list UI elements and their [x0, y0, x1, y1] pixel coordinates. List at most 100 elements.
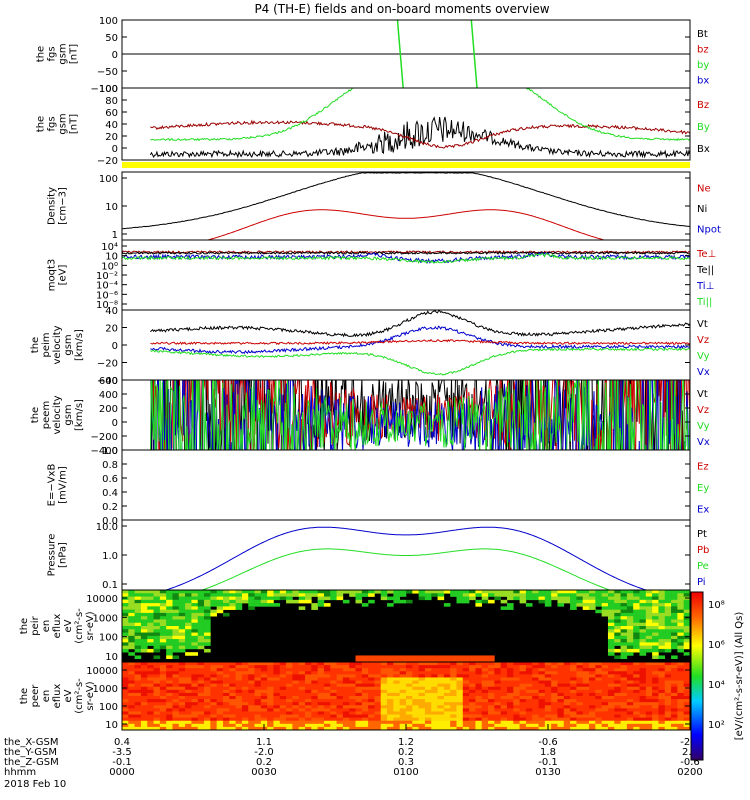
heatmap-cell — [393, 593, 400, 597]
heatmap-cell — [621, 600, 628, 604]
heatmap-cell — [557, 668, 564, 671]
heatmap-cell — [614, 606, 621, 610]
heatmap-cell — [273, 665, 280, 668]
heatmap-cell — [621, 593, 628, 597]
heatmap-cell — [242, 681, 249, 684]
heatmap-cell — [608, 715, 615, 718]
heatmap-cell — [154, 626, 161, 630]
heatmap-cell — [337, 690, 344, 693]
heatmap-cell — [362, 690, 369, 693]
heatmap-cell — [299, 662, 306, 665]
heatmap-cell — [450, 718, 457, 721]
heatmap-cell — [349, 702, 356, 705]
heatmap-cell — [330, 681, 337, 684]
heatmap-cell — [147, 721, 154, 724]
heatmap-cell — [671, 684, 678, 687]
heatmap-cell — [122, 690, 129, 693]
legend-ti: Ti|| — [696, 297, 712, 308]
heatmap-cell — [652, 600, 659, 604]
heatmap-cell — [532, 721, 539, 724]
heatmap-cell — [646, 696, 653, 699]
heatmap-cell — [646, 590, 653, 594]
heatmap-cell — [141, 705, 148, 708]
heatmap-cell — [589, 677, 596, 680]
heatmap-cell — [482, 681, 489, 684]
heatmap-cell — [280, 684, 287, 687]
heatmap-cell — [179, 646, 186, 650]
heatmap-cell — [154, 593, 161, 597]
heatmap-cell — [229, 597, 236, 601]
heatmap-cell — [204, 593, 211, 597]
heatmap-cell — [229, 681, 236, 684]
heatmap-cell — [589, 665, 596, 668]
y-axis-label: sr-eV) — [85, 611, 96, 640]
heatmap-cell — [684, 708, 691, 711]
heatmap-cell — [621, 626, 628, 630]
heatmap-cell — [564, 600, 571, 604]
heatmap-cell — [482, 718, 489, 721]
heatmap-cell — [677, 597, 684, 601]
heatmap-cell — [526, 687, 533, 690]
heatmap-cell — [147, 597, 154, 601]
heatmap-cell — [494, 721, 501, 724]
heatmap-cell — [280, 702, 287, 705]
heatmap-cell — [292, 681, 299, 684]
heatmap-cell — [185, 702, 192, 705]
heatmap-cell — [532, 668, 539, 671]
heatmap-cell — [141, 671, 148, 674]
heatmap-cell — [488, 684, 495, 687]
heatmap-cell — [438, 724, 445, 727]
heatmap-cell — [324, 593, 331, 597]
heatmap-cell — [469, 699, 476, 702]
heatmap-cell — [564, 662, 571, 665]
heatmap-cell — [551, 705, 558, 708]
heatmap-cell — [583, 681, 590, 684]
heatmap-cell — [602, 597, 609, 601]
heatmap-cell — [570, 600, 577, 604]
heatmap-cell — [576, 593, 583, 597]
heatmap-cell — [621, 629, 628, 633]
heatmap-cell — [210, 699, 217, 702]
heatmap-cell — [589, 600, 596, 604]
heatmap-cell — [172, 708, 179, 711]
heatmap-cell — [147, 626, 154, 630]
heatmap-cell — [273, 603, 280, 607]
heatmap-cell — [570, 718, 577, 721]
heatmap-cell — [210, 711, 217, 714]
heatmap-cell — [539, 687, 546, 690]
heatmap-cell — [242, 690, 249, 693]
heatmap-cell — [172, 690, 179, 693]
heatmap-cell — [311, 690, 318, 693]
heatmap-cell — [494, 718, 501, 721]
heatmap-cell — [198, 671, 205, 674]
heatmap-cell — [349, 721, 356, 724]
legend-pe: Pe — [697, 561, 709, 572]
heatmap-cell — [210, 684, 217, 687]
heatmap-cell — [179, 681, 186, 684]
heatmap-cell — [602, 693, 609, 696]
heatmap-cell — [450, 696, 457, 699]
heatmap-cell — [684, 626, 691, 630]
heatmap-cell — [273, 708, 280, 711]
heatmap-cell — [198, 693, 205, 696]
heatmap-cell — [658, 699, 665, 702]
heatmap-cell — [551, 681, 558, 684]
heatmap-cell — [602, 687, 609, 690]
heatmap-cell — [640, 642, 647, 646]
heatmap-cell — [652, 597, 659, 601]
heatmap-cell — [520, 662, 527, 665]
heatmap-cell — [166, 687, 173, 690]
heatmap-cell — [463, 705, 470, 708]
heatmap-cell — [141, 668, 148, 671]
heatmap-cell — [640, 674, 647, 677]
heatmap-cell — [236, 681, 243, 684]
heatmap-cell — [349, 711, 356, 714]
heatmap-cell — [393, 674, 400, 677]
heatmap-cell — [665, 616, 672, 620]
heatmap-cell — [469, 597, 476, 601]
heatmap-cell — [564, 681, 571, 684]
heatmap-cell — [191, 610, 198, 614]
heatmap-cell — [267, 721, 274, 724]
heatmap-cell — [545, 684, 552, 687]
heatmap-cell — [513, 687, 520, 690]
